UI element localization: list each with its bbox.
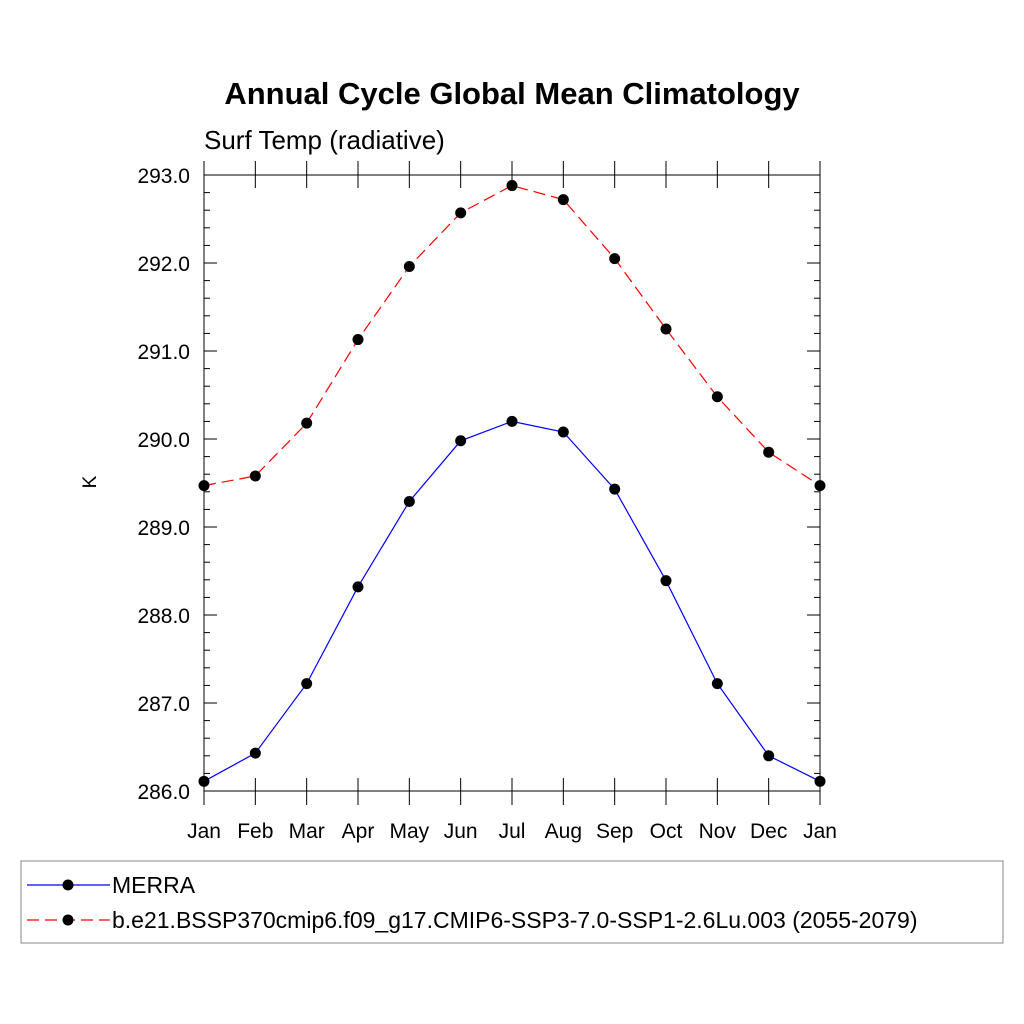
x-tick-label: Aug bbox=[545, 820, 582, 843]
legend: MERRA b.e21.BSSP370cmip6.f09_g17.CMIP6-SS… bbox=[20, 860, 1004, 944]
chart-subtitle: Surf Temp (radiative) bbox=[204, 125, 445, 155]
x-tick-label: May bbox=[389, 820, 429, 843]
legend-box bbox=[20, 860, 1004, 944]
legend-marker-0 bbox=[62, 879, 74, 891]
data-point-0 bbox=[506, 415, 518, 427]
y-tick-label: 288.0 bbox=[137, 605, 190, 628]
chart-title: Annual Cycle Global Mean Climatology bbox=[224, 76, 800, 111]
data-point-1 bbox=[403, 261, 415, 273]
y-axis-label: K bbox=[80, 475, 101, 488]
data-point-1 bbox=[763, 446, 775, 458]
legend-items: MERRA b.e21.BSSP370cmip6.f09_g17.CMIP6-SS… bbox=[27, 872, 918, 933]
series-line-0 bbox=[203, 420, 821, 782]
data-point-0 bbox=[301, 678, 313, 690]
data-point-1 bbox=[609, 253, 621, 265]
y-tick-label: 290.0 bbox=[137, 429, 190, 452]
data-point-1 bbox=[660, 323, 672, 335]
data-point-1 bbox=[198, 480, 210, 492]
data-point-1 bbox=[301, 417, 313, 429]
x-tick-label: Jan bbox=[803, 820, 837, 843]
data-point-1 bbox=[506, 180, 518, 192]
y-tick-label: 291.0 bbox=[137, 341, 190, 364]
y-tick-label: 289.0 bbox=[137, 517, 190, 540]
data-point-1 bbox=[249, 470, 261, 482]
x-tick-label: Jul bbox=[499, 820, 526, 843]
legend-label-0: MERRA bbox=[112, 872, 196, 898]
series-layer bbox=[198, 180, 826, 787]
data-point-1 bbox=[557, 194, 569, 206]
y-tick-label: 286.0 bbox=[137, 781, 190, 804]
x-tick-label: Oct bbox=[650, 820, 683, 843]
x-tick-label: Mar bbox=[289, 820, 325, 843]
data-point-0 bbox=[814, 775, 826, 787]
y-tick-label: 292.0 bbox=[137, 253, 190, 276]
legend-label-1: b.e21.BSSP370cmip6.f09_g17.CMIP6-SSP3-7.… bbox=[112, 907, 918, 933]
y-tick-label: 287.0 bbox=[137, 693, 190, 716]
axis-ticks: 286.0 287.0 288.0 289.0 290.0 291.0 292.0 293.0… bbox=[137, 161, 837, 843]
x-tick-label: Sep bbox=[596, 820, 633, 843]
y-tick-label: 293.0 bbox=[137, 165, 190, 188]
x-tick-label: Feb bbox=[237, 820, 273, 843]
x-tick-label: Apr bbox=[342, 820, 375, 843]
legend-marker-1 bbox=[62, 914, 74, 926]
data-point-1 bbox=[352, 334, 364, 346]
data-point-0 bbox=[352, 581, 364, 593]
series-line-1 bbox=[203, 184, 821, 487]
data-point-0 bbox=[609, 483, 621, 495]
x-tick-label: Jun bbox=[444, 820, 478, 843]
data-point-0 bbox=[198, 775, 210, 787]
data-point-0 bbox=[660, 575, 672, 587]
data-point-0 bbox=[711, 678, 723, 690]
data-point-0 bbox=[763, 750, 775, 762]
data-point-1 bbox=[814, 480, 826, 492]
data-point-0 bbox=[403, 495, 415, 507]
data-point-0 bbox=[455, 435, 467, 447]
x-tick-label: Nov bbox=[699, 820, 737, 843]
x-tick-label: Jan bbox=[187, 820, 221, 843]
x-tick-label: Dec bbox=[750, 820, 787, 843]
data-point-1 bbox=[711, 391, 723, 403]
data-point-0 bbox=[249, 747, 261, 759]
data-point-1 bbox=[455, 207, 467, 219]
data-point-0 bbox=[557, 426, 569, 438]
